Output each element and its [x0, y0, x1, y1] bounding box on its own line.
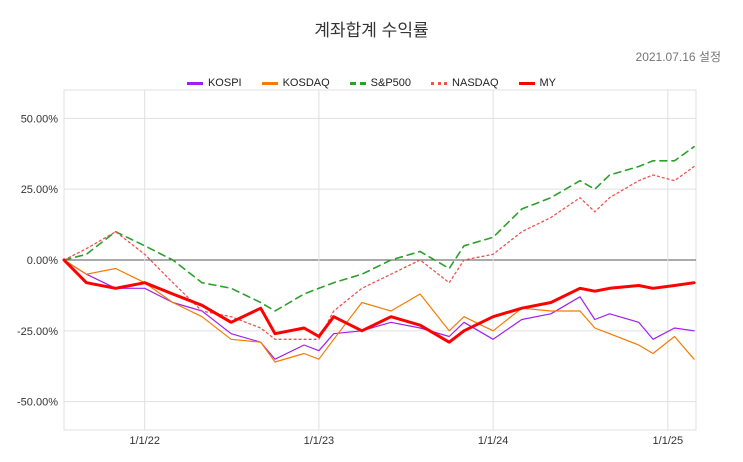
legend-label: MY	[539, 77, 557, 89]
legend-swatch	[186, 81, 203, 85]
legend-swatch	[261, 81, 278, 85]
series-line-my	[62, 258, 696, 344]
legend-swatch	[431, 81, 448, 85]
legend-label: NASDAQ	[452, 77, 499, 89]
y-tick-label: 25.00%	[21, 184, 59, 196]
chart-subtitle: 2021.07.16 설정	[635, 50, 721, 64]
legend-item: S&P500	[349, 77, 412, 89]
chart-title: 계좌합계 수익률	[314, 21, 429, 40]
y-tick-label: 0.00%	[27, 255, 58, 267]
legend-swatch	[349, 81, 366, 85]
x-tick-label: 1/1/24	[478, 435, 509, 447]
legend-label: KOSDAQ	[282, 77, 330, 89]
legend-item: KOSDAQ	[261, 77, 330, 89]
legend-item: NASDAQ	[431, 77, 499, 89]
legend-item: KOSPI	[186, 77, 242, 89]
chart-legend: KOSPI KOSDAQ S&P500 NASDAQ MY	[0, 77, 743, 89]
x-tick-label: 1/1/25	[653, 435, 684, 447]
series-line-kospi	[63, 259, 695, 360]
series-line-sp500	[63, 145, 695, 312]
legend-label: S&P500	[370, 77, 412, 89]
series-line-nasdaq	[63, 165, 695, 340]
legend-swatch	[518, 81, 535, 85]
y-tick-label: -25.00%	[17, 326, 58, 338]
series-line-kosdaq	[63, 259, 695, 363]
x-tick-label: 1/1/23	[304, 435, 335, 447]
legend-item: MY	[518, 77, 557, 89]
y-tick-label: 50.00%	[21, 113, 59, 125]
legend-label: KOSPI	[207, 77, 242, 89]
y-tick-label: -50.00%	[17, 397, 58, 409]
x-tick-label: 1/1/22	[129, 435, 160, 447]
